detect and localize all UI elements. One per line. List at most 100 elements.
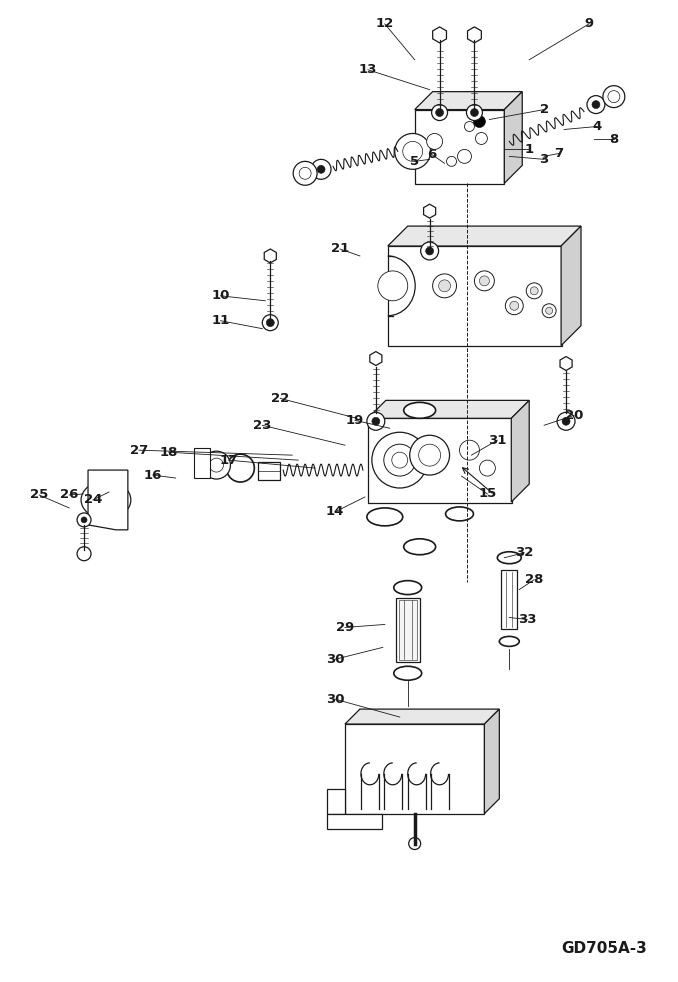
Text: 29: 29 [336, 621, 354, 634]
Circle shape [505, 297, 523, 314]
Circle shape [392, 452, 407, 468]
Circle shape [410, 435, 450, 475]
Ellipse shape [445, 507, 473, 520]
Circle shape [542, 303, 556, 318]
Bar [258, 463, 280, 480]
Text: 14: 14 [326, 506, 344, 518]
Polygon shape [560, 356, 572, 370]
Ellipse shape [403, 403, 435, 418]
Text: 33: 33 [518, 613, 536, 626]
Circle shape [409, 838, 420, 849]
Circle shape [372, 432, 428, 488]
Circle shape [458, 149, 471, 163]
Bar [327, 814, 382, 829]
Text: 30: 30 [325, 653, 344, 666]
Polygon shape [468, 27, 481, 43]
Circle shape [546, 307, 553, 314]
Circle shape [464, 122, 475, 132]
Text: 31: 31 [488, 434, 506, 447]
Circle shape [77, 513, 91, 527]
Circle shape [587, 95, 605, 114]
Circle shape [403, 141, 422, 161]
Ellipse shape [91, 489, 121, 511]
Circle shape [384, 444, 416, 476]
Circle shape [426, 134, 443, 149]
Circle shape [419, 444, 441, 466]
Circle shape [473, 116, 485, 128]
Text: 1: 1 [525, 143, 534, 156]
Circle shape [466, 105, 483, 121]
Circle shape [530, 287, 538, 295]
Text: 11: 11 [212, 314, 230, 327]
Circle shape [435, 109, 443, 117]
Text: 7: 7 [555, 147, 563, 160]
Ellipse shape [403, 539, 435, 555]
Bar [345, 724, 484, 814]
Polygon shape [561, 226, 581, 346]
Text: 20: 20 [565, 409, 583, 422]
Circle shape [317, 165, 325, 173]
Ellipse shape [394, 666, 422, 681]
Circle shape [479, 276, 490, 286]
Text: GD705A-3: GD705A-3 [561, 941, 647, 956]
Text: 12: 12 [376, 18, 394, 30]
Circle shape [526, 283, 542, 299]
Bar [368, 418, 513, 503]
Circle shape [420, 242, 439, 260]
Circle shape [77, 547, 91, 561]
Text: 28: 28 [525, 573, 543, 586]
Circle shape [603, 85, 625, 108]
Bar [327, 789, 345, 814]
Polygon shape [433, 27, 447, 43]
Circle shape [266, 319, 275, 327]
Polygon shape [415, 91, 522, 110]
Circle shape [608, 90, 620, 102]
Text: 25: 25 [30, 488, 48, 502]
Polygon shape [345, 709, 499, 724]
Ellipse shape [394, 580, 422, 594]
Circle shape [367, 412, 385, 430]
Polygon shape [88, 470, 128, 530]
Text: 16: 16 [144, 468, 162, 481]
Text: 15: 15 [478, 487, 496, 501]
Text: 5: 5 [410, 155, 419, 168]
Polygon shape [484, 709, 499, 814]
Circle shape [311, 159, 331, 180]
Text: 3: 3 [540, 153, 549, 166]
Circle shape [460, 440, 479, 461]
Circle shape [439, 280, 451, 292]
Circle shape [479, 461, 496, 476]
Text: 27: 27 [129, 444, 148, 457]
Circle shape [510, 301, 519, 310]
Text: 18: 18 [159, 446, 178, 459]
Bar [194, 448, 210, 478]
Bar [388, 246, 562, 346]
Ellipse shape [81, 481, 131, 518]
Circle shape [557, 412, 575, 430]
Polygon shape [368, 401, 530, 418]
Circle shape [378, 271, 407, 300]
Ellipse shape [499, 636, 519, 646]
Polygon shape [370, 352, 382, 365]
Circle shape [262, 314, 278, 331]
Text: 8: 8 [610, 133, 618, 146]
Circle shape [299, 167, 311, 180]
Polygon shape [504, 91, 522, 184]
Polygon shape [388, 226, 581, 246]
Text: 21: 21 [331, 243, 349, 255]
Text: 22: 22 [271, 392, 290, 405]
Circle shape [293, 161, 317, 186]
Text: 24: 24 [84, 494, 102, 507]
Circle shape [447, 156, 456, 166]
Text: 10: 10 [212, 290, 230, 302]
Text: 26: 26 [60, 488, 78, 502]
Circle shape [395, 134, 431, 169]
Ellipse shape [367, 508, 403, 525]
Circle shape [203, 451, 231, 479]
Bar [399, 600, 417, 660]
Circle shape [372, 417, 380, 425]
Text: 32: 32 [515, 546, 534, 559]
Circle shape [592, 100, 600, 109]
Text: 6: 6 [427, 148, 436, 161]
Polygon shape [424, 204, 436, 218]
